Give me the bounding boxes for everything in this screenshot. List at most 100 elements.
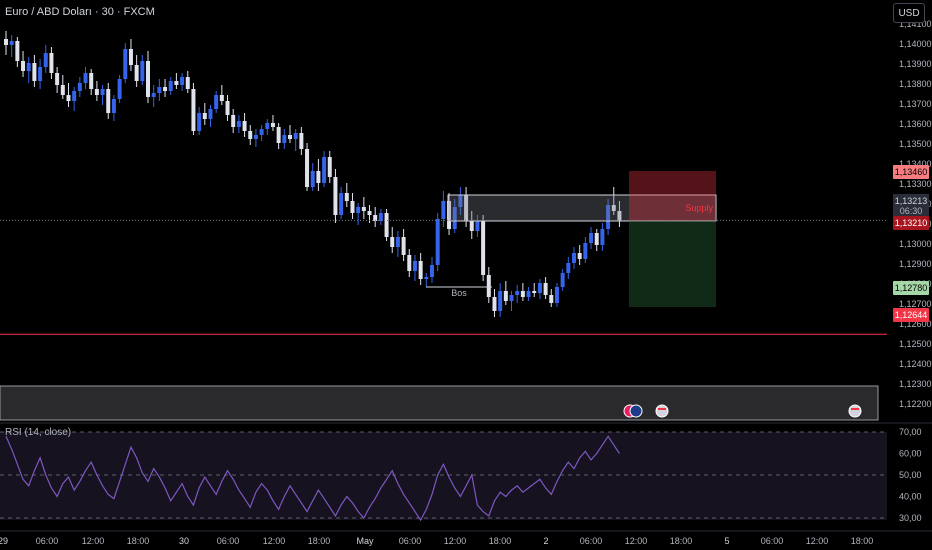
candle: [447, 201, 452, 229]
candle: [554, 287, 559, 303]
candle: [123, 49, 128, 79]
candle: [293, 133, 298, 139]
candle: [191, 89, 196, 131]
flag-icon-us[interactable]: [848, 404, 862, 418]
candle: [322, 157, 327, 183]
candle: [248, 131, 253, 139]
flag-icon-us[interactable]: [655, 404, 669, 418]
symbol-title[interactable]: Euro / ABD Doları · 30 · FXCM: [5, 6, 155, 18]
rsi-tick: 40,00: [899, 492, 922, 502]
candle: [452, 207, 457, 229]
time-label: 06:00: [761, 536, 784, 546]
candle: [89, 73, 94, 89]
candle: [560, 273, 565, 287]
candle: [594, 233, 599, 245]
flag-icon-eu[interactable]: [629, 404, 643, 418]
flag-stripe: [851, 408, 859, 410]
candle: [21, 61, 26, 71]
candle: [407, 255, 412, 271]
candle: [412, 261, 417, 271]
candle: [395, 237, 400, 247]
candle: [117, 79, 122, 99]
candle: [401, 237, 406, 255]
entry-badge-bg: [893, 216, 929, 230]
candle: [418, 261, 423, 279]
candle: [168, 81, 173, 91]
candle: [299, 133, 304, 149]
candle: [111, 99, 116, 113]
candle: [589, 233, 594, 243]
time-label: 06:00: [399, 536, 422, 546]
price-tick: 1,12500: [899, 339, 932, 349]
support-badge-bg: [893, 308, 929, 322]
price-tick: 1,14000: [899, 39, 932, 49]
candle: [231, 115, 236, 127]
candle: [49, 53, 54, 73]
time-label: 29: [0, 536, 8, 546]
candle: [361, 207, 366, 211]
time-label: 12:00: [263, 536, 286, 546]
candle: [430, 265, 434, 277]
event-panel: [0, 385, 879, 421]
candle: [515, 291, 520, 295]
stop-loss-zone[interactable]: [629, 171, 716, 221]
rsi-tick: 50,00: [899, 470, 922, 480]
price-tick: 1,13000: [899, 239, 932, 249]
supply-zone[interactable]: [447, 194, 717, 222]
candle: [350, 201, 355, 213]
countdown-badge: 06:30: [900, 206, 923, 216]
candle: [458, 195, 463, 207]
candle: [151, 93, 156, 97]
rsi-line: [5, 435, 620, 522]
candle: [9, 41, 14, 45]
currency-button[interactable]: USD: [893, 3, 925, 23]
candle: [157, 87, 162, 93]
candle: [520, 291, 525, 297]
candle: [214, 95, 219, 109]
rsi-pane: [0, 432, 887, 520]
candle: [66, 95, 71, 101]
entry-badge: 1,13210: [895, 218, 928, 228]
candle: [100, 89, 105, 95]
candle: [134, 65, 139, 81]
rsi-indicator-title[interactable]: RSI (14, close): [5, 427, 72, 438]
time-label: 18:00: [127, 536, 150, 546]
take-profit-badge-bg: [893, 281, 929, 295]
time-label: 12:00: [625, 536, 648, 546]
candle: [486, 275, 491, 297]
candle: [128, 49, 133, 65]
candle: [566, 263, 571, 273]
flag-stripe: [658, 408, 666, 410]
candle: [43, 53, 48, 67]
candle: [208, 109, 213, 119]
candle: [469, 221, 474, 231]
time-label: 06:00: [217, 536, 240, 546]
price-tick: 1,13700: [899, 99, 932, 109]
candle: [185, 77, 190, 89]
take-profit-zone[interactable]: [629, 221, 716, 307]
price-tick: 1,13800: [899, 79, 932, 89]
candle: [344, 193, 349, 201]
candle: [310, 171, 315, 187]
candle: [282, 135, 287, 143]
price-tick: 1,13300: [899, 179, 932, 189]
take-profit-badge: 1,12780: [895, 283, 928, 293]
time-label: 5: [724, 536, 729, 546]
candle: [373, 215, 378, 221]
candle: [72, 91, 77, 101]
candle: [583, 243, 588, 259]
candle: [600, 229, 605, 245]
time-label: 18:00: [670, 536, 693, 546]
stop-loss-badge: 1,13460: [895, 167, 928, 177]
rsi-tick: 60,00: [899, 449, 922, 459]
candle: [106, 89, 111, 113]
time-label: 18:00: [851, 536, 874, 546]
candle: [441, 201, 446, 219]
price-tick: 1,12400: [899, 359, 932, 369]
candle: [549, 295, 554, 303]
time-label: 12:00: [444, 536, 467, 546]
supply-label: Supply: [685, 203, 713, 213]
candle: [174, 81, 179, 85]
candle: [316, 171, 321, 183]
